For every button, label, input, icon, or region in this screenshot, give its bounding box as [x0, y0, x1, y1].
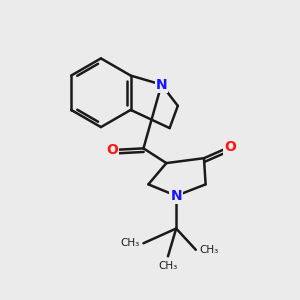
Text: N: N — [156, 78, 167, 92]
Text: CH₃: CH₃ — [158, 261, 178, 271]
Text: CH₃: CH₃ — [120, 238, 140, 248]
Text: N: N — [170, 189, 182, 203]
Text: O: O — [106, 143, 118, 157]
Text: O: O — [224, 140, 236, 154]
Text: CH₃: CH₃ — [200, 245, 219, 255]
